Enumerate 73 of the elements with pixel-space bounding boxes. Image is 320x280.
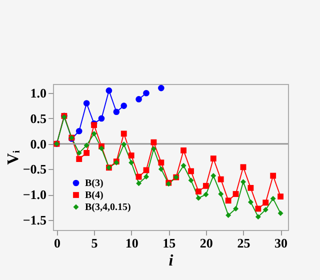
x-axis-title: i — [168, 252, 174, 270]
point — [136, 174, 142, 180]
x-tick-label: 30 — [274, 236, 288, 250]
point — [255, 206, 262, 212]
point — [143, 90, 150, 96]
point — [196, 195, 202, 201]
point — [255, 214, 261, 220]
point — [113, 108, 120, 116]
y-tick-label: −0.5 — [22, 162, 47, 177]
point — [84, 150, 90, 156]
point — [270, 172, 276, 179]
point — [120, 130, 127, 137]
x-tick-label: 0 — [54, 236, 60, 250]
y-tick-label: −1.0 — [22, 187, 46, 202]
point — [76, 128, 82, 134]
point — [84, 142, 90, 148]
point — [98, 115, 105, 122]
x-tick-label: 20 — [200, 236, 213, 250]
point — [188, 178, 194, 184]
point — [233, 206, 239, 212]
point — [144, 174, 149, 180]
point — [136, 180, 142, 186]
point — [262, 206, 268, 212]
point — [150, 146, 156, 152]
point — [76, 150, 82, 156]
point — [188, 168, 194, 174]
y-axis-title: Vᵢ — [4, 150, 22, 165]
y-tick-label: 0.0 — [30, 136, 46, 152]
point — [121, 142, 127, 148]
point — [248, 184, 254, 191]
legend-label: B(4) — [85, 190, 104, 201]
point — [196, 188, 202, 194]
point — [91, 130, 97, 136]
point — [150, 139, 157, 146]
point — [143, 167, 150, 174]
x-tick-label: 10 — [125, 236, 138, 250]
point — [158, 160, 164, 166]
point — [203, 192, 209, 198]
point — [83, 100, 90, 106]
point — [106, 87, 112, 94]
point — [270, 196, 276, 202]
legend-label: B(3,4,0.15) — [85, 202, 131, 213]
x-tick-label: 15 — [162, 236, 176, 250]
point — [226, 212, 232, 218]
y-tick-label: 0.5 — [30, 110, 47, 126]
legend-label: B(3) — [85, 178, 104, 189]
point — [278, 194, 284, 200]
point — [218, 191, 224, 197]
point — [225, 198, 232, 204]
point — [218, 176, 224, 182]
point — [248, 199, 254, 205]
y-tick-label: 1.0 — [30, 86, 46, 101]
point — [158, 84, 164, 92]
point — [232, 191, 239, 197]
point — [240, 179, 246, 185]
point — [240, 164, 246, 170]
x-tick-label: 25 — [237, 236, 251, 250]
point — [76, 156, 82, 162]
point — [262, 200, 269, 206]
point — [158, 166, 164, 172]
point — [180, 162, 186, 168]
y-tick-label: −1.5 — [22, 212, 47, 228]
point — [120, 102, 128, 109]
point — [128, 160, 134, 166]
point — [210, 173, 216, 178]
point — [128, 152, 134, 158]
point — [278, 210, 284, 216]
point — [98, 146, 104, 152]
point — [202, 182, 209, 189]
point — [136, 96, 142, 102]
point — [210, 156, 216, 162]
x-tick-label: 5 — [91, 236, 98, 250]
point — [180, 147, 187, 154]
